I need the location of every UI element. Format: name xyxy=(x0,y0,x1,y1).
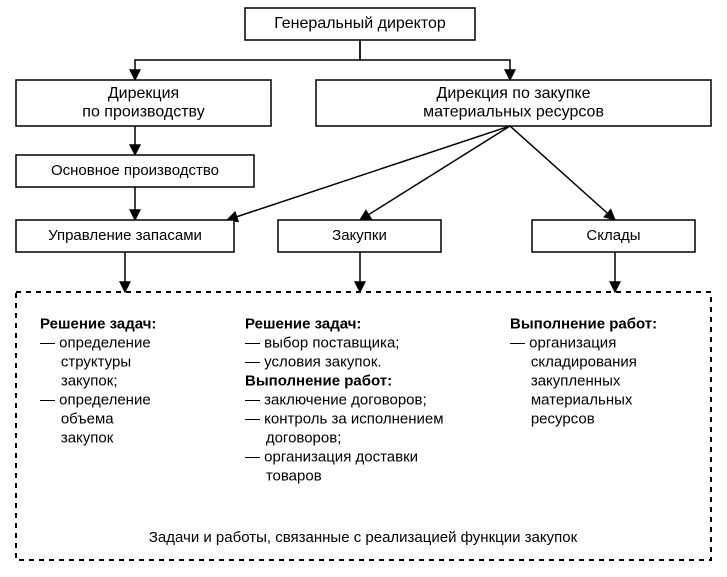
task-line: объема xyxy=(40,410,114,427)
task-line: договоров; xyxy=(245,429,341,446)
node-label: Склады xyxy=(586,227,640,244)
task-line: закупок; xyxy=(40,372,117,389)
edge xyxy=(510,126,615,220)
node-label: Управление запасами xyxy=(48,227,202,244)
task-line: товаров xyxy=(245,467,322,484)
task-line: — заключение договоров; xyxy=(245,391,427,408)
task-line: — условия закупок. xyxy=(245,353,382,370)
task-line: Выполнение работ: xyxy=(510,315,657,332)
node-label: Закупки xyxy=(332,227,387,244)
task-line: структуры xyxy=(40,353,131,370)
edge xyxy=(227,126,510,220)
task-line: Решение задач: xyxy=(245,315,361,332)
task-line: — организация xyxy=(510,334,616,351)
node-label: Дирекция xyxy=(108,85,179,102)
task-line: материальных xyxy=(510,391,633,408)
edge xyxy=(360,126,510,220)
edge xyxy=(135,40,360,80)
task-line: — определение xyxy=(40,334,151,351)
task-line: — определение xyxy=(40,391,151,408)
task-line: складирования xyxy=(510,353,637,370)
task-line: ресурсов xyxy=(510,410,595,427)
org-chart: Генеральный директор Дирекцияпо производс… xyxy=(0,0,727,577)
task-line: закупленных xyxy=(510,372,621,389)
task-line: Решение задач: xyxy=(40,315,156,332)
caption: Задачи и работы, связанные с реализацией… xyxy=(149,529,578,546)
node-label: по производству xyxy=(82,103,204,120)
task-line: — организация доставки xyxy=(245,448,418,465)
node-label: материальных ресурсов xyxy=(423,103,604,120)
task-line: — выбор поставщика; xyxy=(245,334,399,351)
task-line: Выполнение работ: xyxy=(245,372,392,389)
edge xyxy=(360,40,510,80)
node-label: Дирекция по закупке xyxy=(437,85,591,102)
task-line: — контроль за исполнением xyxy=(245,410,444,427)
node-label: Генеральный директор xyxy=(274,15,446,32)
node-label: Основное производство xyxy=(51,162,219,179)
task-line: закупок xyxy=(40,429,114,446)
